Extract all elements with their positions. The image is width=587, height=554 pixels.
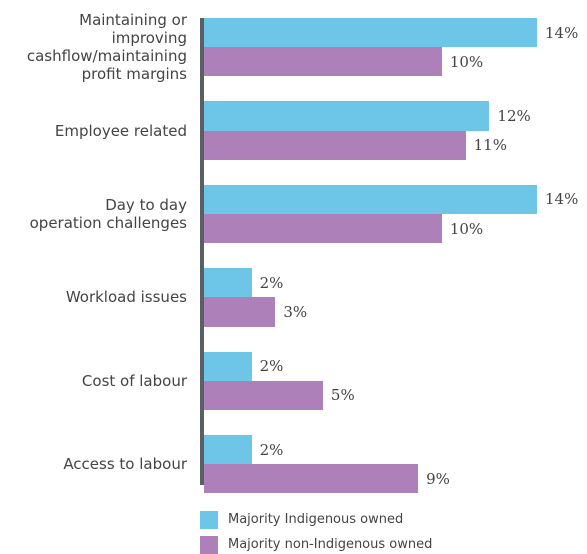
bar (204, 47, 442, 77)
legend-label: Majority Indigenous owned (228, 512, 404, 527)
value-label: 2% (259, 357, 284, 376)
category-label: Workload issues (65, 288, 187, 307)
category-label: Maintaining or improving cashflow/mainta… (26, 11, 187, 84)
bar (204, 18, 537, 48)
value-label: 10% (449, 219, 484, 238)
bar (204, 184, 537, 214)
value-label: 14% (545, 190, 579, 209)
bar (204, 464, 419, 494)
value-label: 11% (473, 136, 507, 155)
legend-swatch (200, 536, 218, 554)
bar (204, 101, 490, 131)
value-label: 14% (545, 23, 579, 42)
category-label: Employee related (54, 121, 187, 140)
bar (204, 380, 323, 410)
value-label: 5% (330, 386, 355, 405)
value-label: 9% (426, 469, 450, 488)
bar (204, 214, 442, 244)
bar (204, 435, 252, 465)
value-label: 10% (449, 52, 484, 71)
axis-line (200, 18, 204, 485)
bar (204, 268, 252, 298)
bar (204, 297, 276, 327)
legend-swatch (200, 511, 218, 529)
value-label: 2% (259, 440, 284, 459)
category-label: Access to labour (63, 455, 187, 474)
bar (204, 130, 466, 160)
value-label: 2% (259, 273, 284, 292)
value-label: 3% (283, 303, 308, 321)
category-label: Cost of labour (81, 371, 187, 390)
legend-label: Majority non-Indigenous owned (228, 537, 433, 552)
category-label: Day to day operation challenges (29, 196, 187, 232)
value-label: 12% (497, 107, 531, 125)
bar (204, 351, 252, 381)
